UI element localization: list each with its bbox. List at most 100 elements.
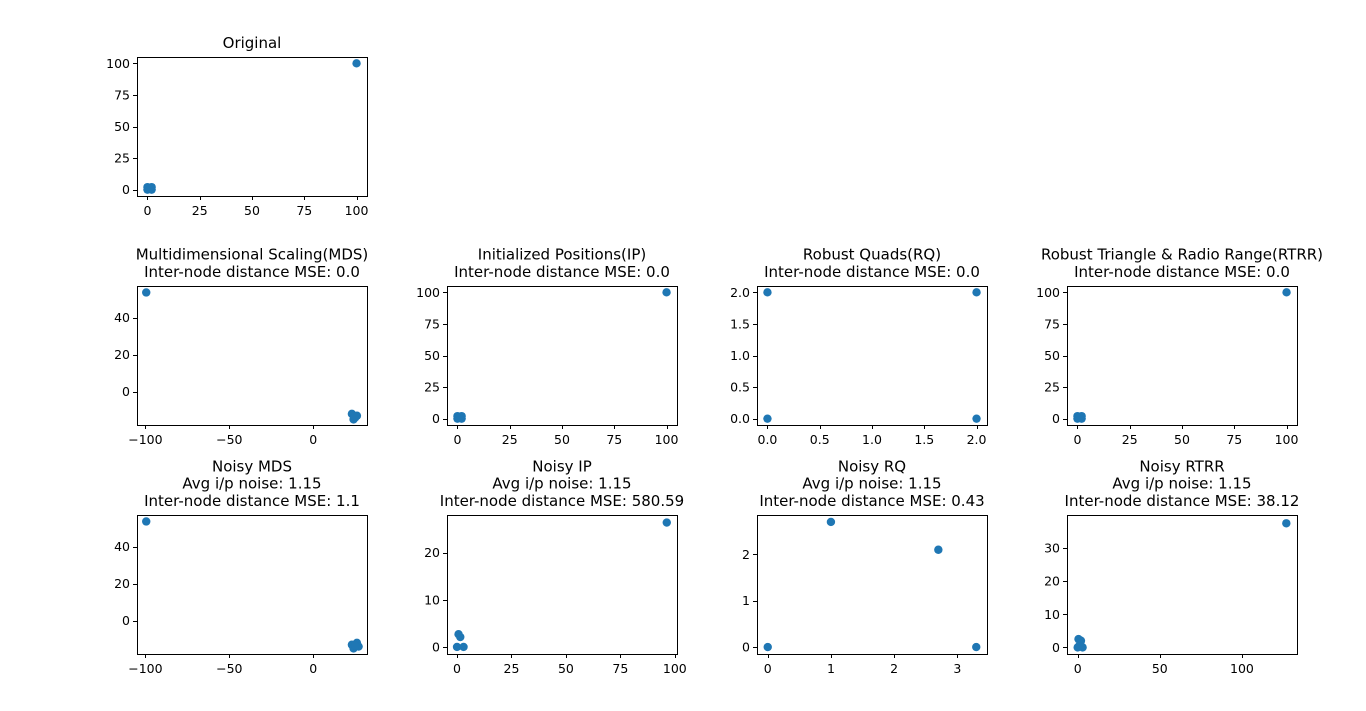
x-tick-label: −100: [128, 661, 162, 676]
y-tick: 30: [1044, 541, 1067, 556]
x-tick-label: 50: [244, 203, 260, 218]
subplot-title: Initialized Positions(IP): [478, 246, 646, 264]
subplot-title: Inter-node distance MSE: 0.0: [144, 263, 360, 281]
y-tick: 0: [432, 639, 447, 654]
x-tick-label: 100: [345, 203, 369, 218]
axes-frame: [757, 286, 988, 426]
y-tick-label: 0: [122, 613, 130, 628]
y-tick: 75: [114, 87, 137, 102]
y-tick: 50: [1044, 348, 1067, 363]
subplot-title: Noisy RQ: [838, 457, 906, 475]
data-point: [142, 288, 151, 297]
subplot-title: Noisy MDS: [212, 457, 292, 475]
y-tick-label: 20: [114, 576, 130, 591]
x-tick-label: 0: [143, 203, 151, 218]
y-tick: 40: [114, 310, 137, 325]
y-tick: 100: [106, 56, 137, 71]
data-point: [1075, 413, 1084, 422]
data-point: [1282, 519, 1291, 528]
data-point: [662, 288, 671, 297]
y-tick-label: 0: [1052, 411, 1060, 426]
y-tick-label: 0: [432, 639, 440, 654]
x-tick-label: 25: [504, 661, 520, 676]
y-tick: 0: [742, 640, 757, 655]
y-tick: 2.0: [730, 285, 757, 300]
x-tick-label: 0: [309, 661, 317, 676]
data-point: [763, 642, 772, 652]
y-tick: 0: [122, 384, 137, 399]
y-tick-label: 0.5: [730, 380, 750, 395]
x-tick-label: 50: [554, 432, 570, 447]
y-tick: 20: [114, 576, 137, 591]
y-tick: 25: [1044, 380, 1067, 395]
y-tick-label: 20: [424, 545, 440, 560]
y-tick: 1.5: [730, 316, 757, 331]
y-tick-label: 75: [424, 316, 440, 331]
x-tick-label: 25: [192, 203, 208, 218]
subplot-title: Noisy IP: [532, 457, 592, 475]
x-tick-label: 50: [1174, 432, 1190, 447]
data-point: [459, 642, 468, 652]
y-tick-label: 1.5: [730, 316, 750, 331]
y-tick-label: 0.0: [730, 411, 750, 426]
y-tick: 2: [742, 547, 757, 562]
y-tick: 75: [1044, 316, 1067, 331]
x-tick-label: 75: [1226, 432, 1242, 447]
y-tick-label: 20: [114, 347, 130, 362]
data-point: [934, 545, 943, 554]
y-tick-label: 50: [1044, 348, 1060, 363]
y-tick: 50: [424, 348, 447, 363]
x-tick-label: 75: [612, 661, 628, 676]
x-tick-label: 0: [453, 661, 461, 676]
axes-frame: [447, 286, 678, 426]
data-point: [142, 517, 151, 526]
y-tick-label: 10: [424, 592, 440, 607]
y-tick-label: 40: [114, 539, 130, 554]
y-tick-label: 0: [122, 384, 130, 399]
data-point: [1282, 288, 1291, 297]
y-tick-label: 100: [106, 56, 130, 71]
y-tick: 40: [114, 539, 137, 554]
subplot-title: Inter-node distance MSE: 0.43: [759, 492, 984, 510]
y-tick-label: 100: [1036, 285, 1060, 300]
subplot-0: Original 0 25 50 75 100 0 25 50 75 100: [106, 34, 368, 218]
y-tick-label: 75: [114, 87, 130, 102]
x-tick-label: 0: [1073, 432, 1081, 447]
x-tick-label: 0.5: [810, 432, 830, 447]
y-tick: 20: [114, 347, 137, 362]
x-tick-label: 1.5: [914, 432, 934, 447]
y-tick-label: 25: [114, 151, 130, 166]
x-tick-label: −50: [216, 432, 242, 447]
subplot-title: Avg i/p noise: 1.15: [802, 475, 941, 493]
y-tick: 0: [1052, 640, 1067, 655]
y-tick: 1.0: [730, 348, 757, 363]
x-tick-label: −50: [216, 661, 242, 676]
axes-frame: [1067, 286, 1298, 426]
subplot-title: Multidimensional Scaling(MDS): [136, 246, 369, 264]
x-tick-label: 0.0: [758, 432, 778, 447]
y-tick-label: 40: [114, 310, 130, 325]
y-tick-label: 0: [742, 640, 750, 655]
y-tick: 0.0: [730, 411, 757, 426]
y-tick-label: 2: [742, 547, 750, 562]
y-tick-label: 50: [424, 348, 440, 363]
x-tick-label: 100: [663, 661, 687, 676]
x-tick-label: 50: [558, 661, 574, 676]
y-tick-label: 30: [1044, 541, 1060, 556]
data-point: [145, 184, 154, 193]
y-tick-label: 25: [1044, 380, 1060, 395]
subplot-4: Robust Triangle & Radio Range(RTRR)Inter…: [1036, 246, 1323, 447]
x-tick-label: 1.0: [862, 432, 882, 447]
axes-frame: [447, 515, 678, 655]
y-tick: 75: [424, 316, 447, 331]
subplot-title: Inter-node distance MSE: 0.0: [1074, 263, 1290, 281]
x-tick-label: 0: [309, 432, 317, 447]
y-tick-label: 25: [424, 380, 440, 395]
y-tick: 1: [742, 593, 757, 608]
data-point: [763, 414, 772, 423]
data-point: [350, 412, 359, 421]
axes-frame: [757, 515, 988, 655]
subplot-title: Inter-node distance MSE: 1.1: [144, 492, 360, 510]
